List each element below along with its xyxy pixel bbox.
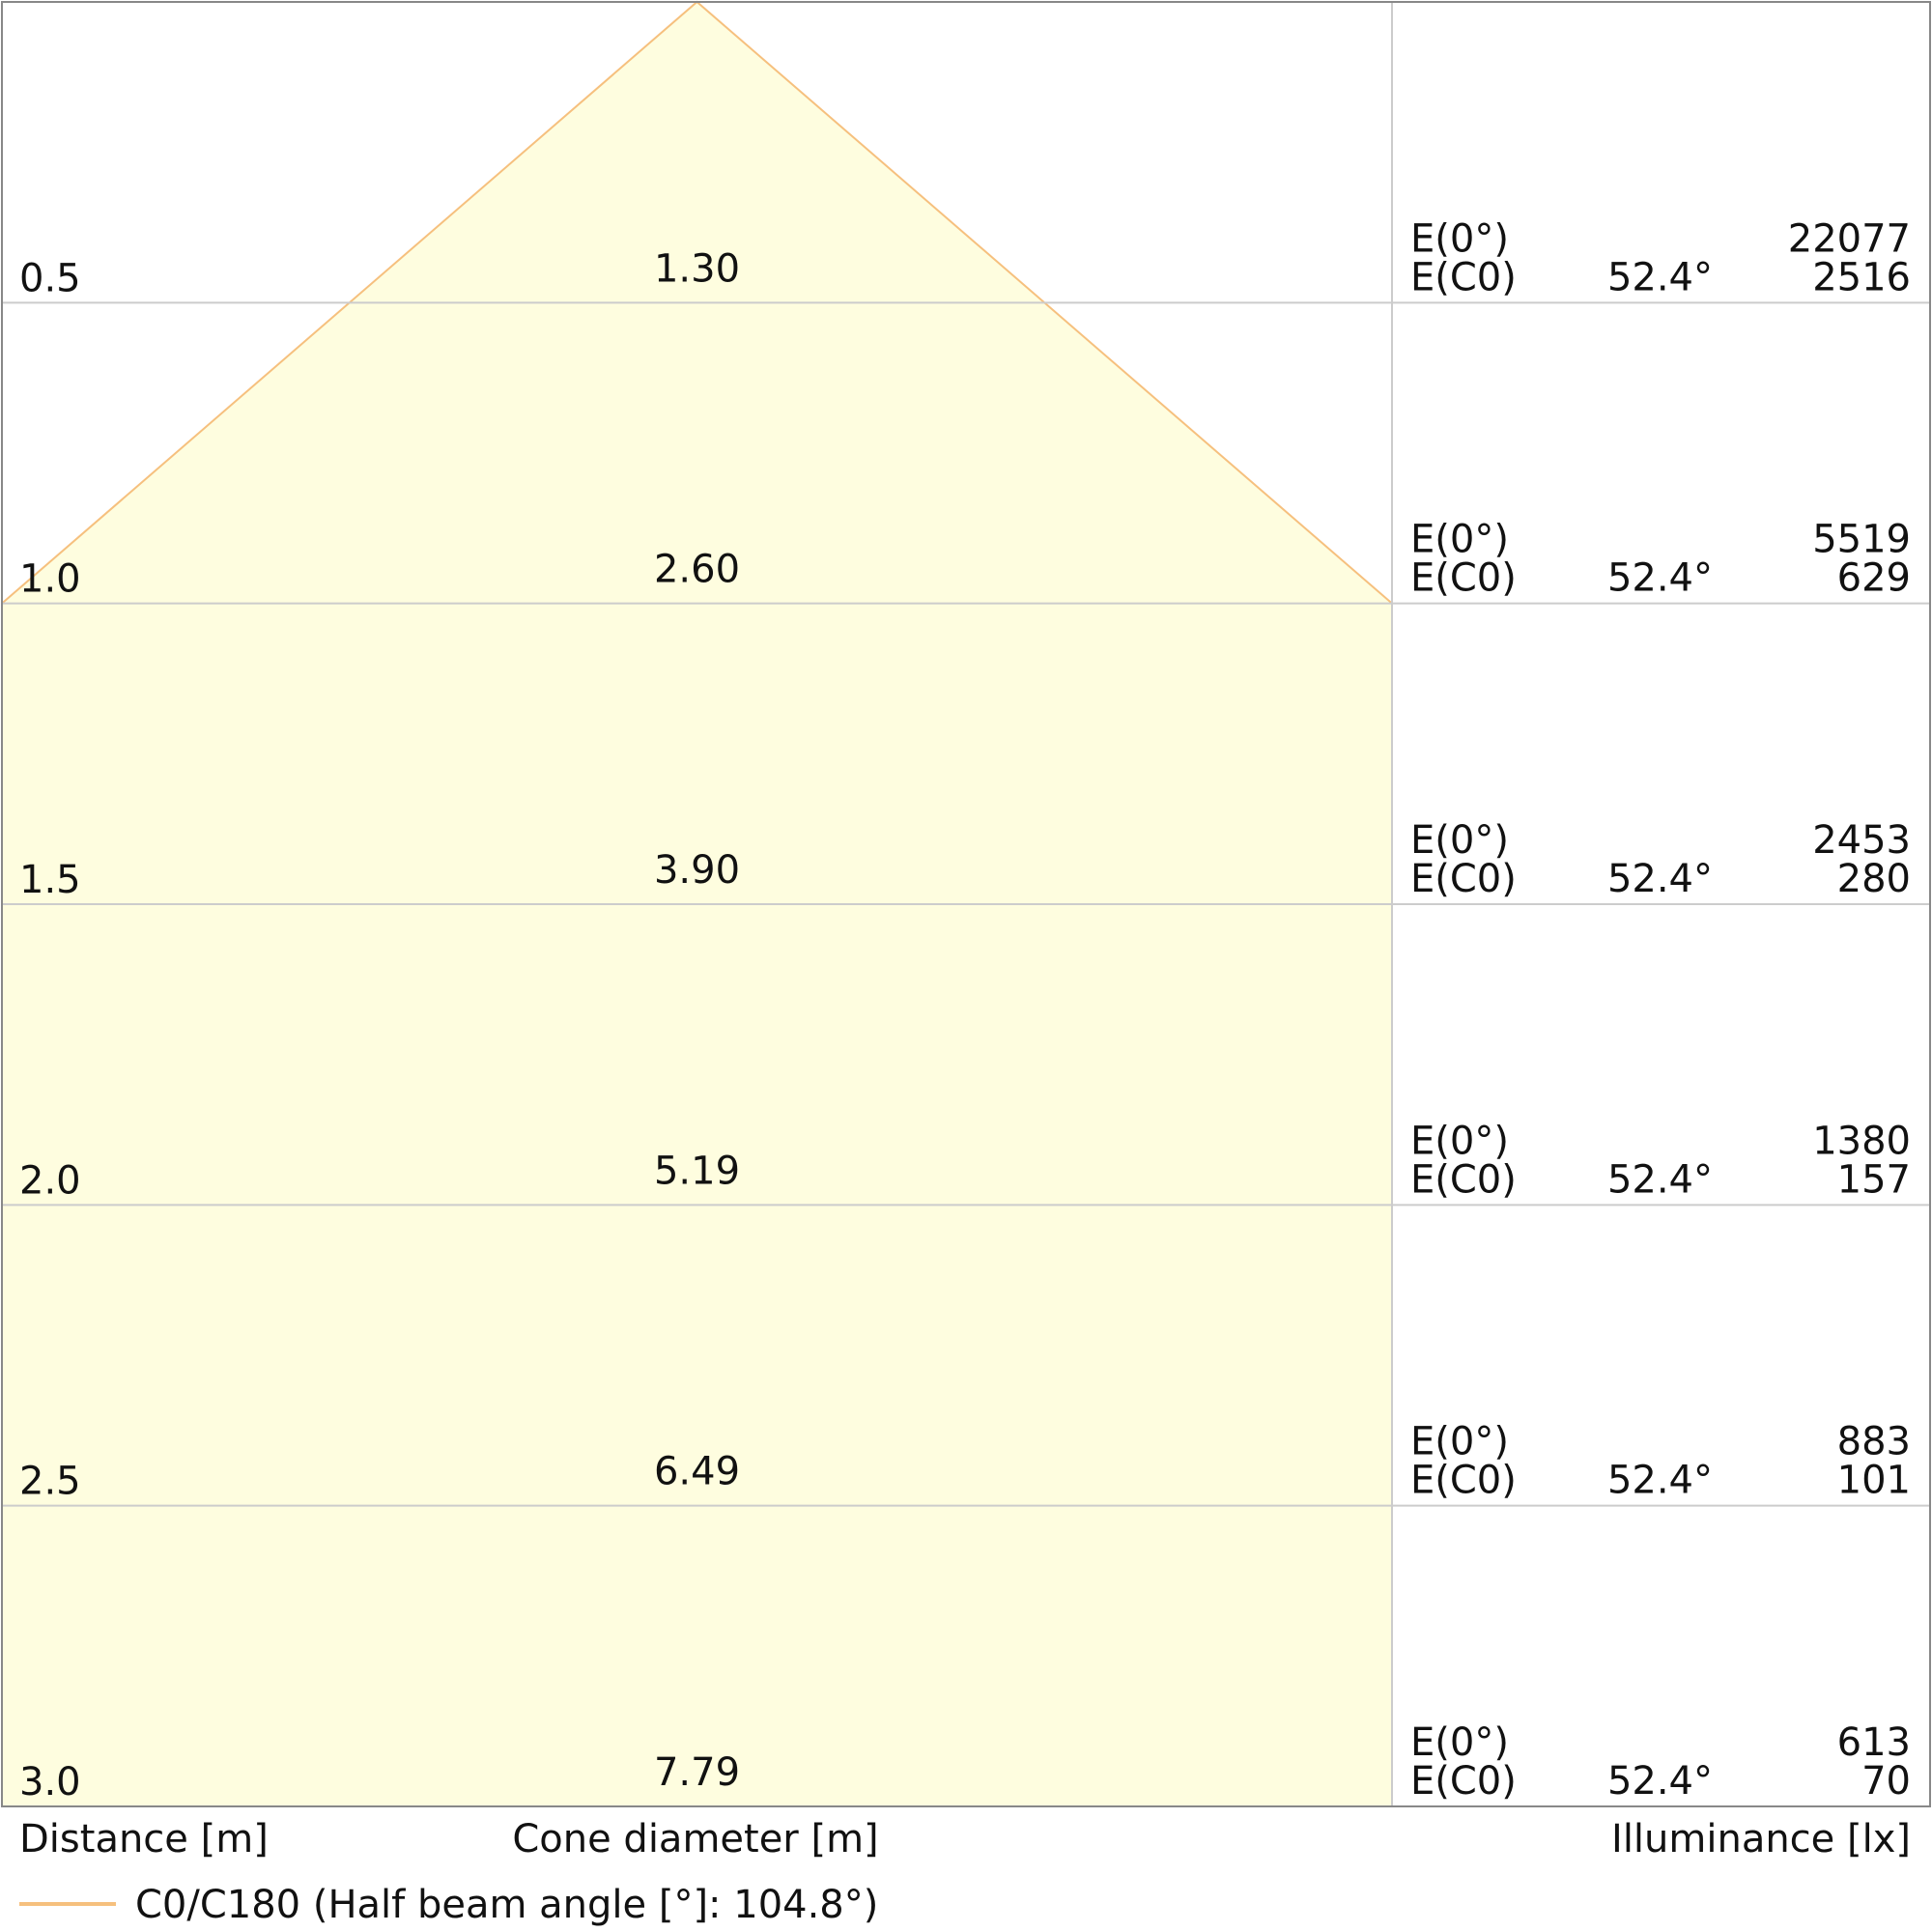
- ec0-value: 157: [1837, 1157, 1911, 1202]
- half-angle-label: 52.4°: [1607, 1157, 1713, 1202]
- half-angle-label: 52.4°: [1607, 1759, 1713, 1804]
- cone-diameter-label: 1.30: [654, 246, 740, 291]
- cone-diameter-label: 7.79: [654, 1750, 740, 1795]
- half-angle-label: 52.4°: [1607, 255, 1713, 299]
- cone-diameter-label: 5.19: [654, 1149, 740, 1193]
- e0-label: E(0°): [1410, 1720, 1509, 1765]
- e0-value: 22077: [1788, 216, 1911, 261]
- ec0-label: E(C0): [1410, 556, 1517, 601]
- e0-value: 2453: [1812, 818, 1911, 863]
- legend-label: C0/C180 (Half beam angle [°]: 104.8°): [135, 1883, 878, 1927]
- illuminance-axis-label: Illuminance [lx]: [1611, 1817, 1911, 1861]
- e0-label: E(0°): [1410, 1420, 1509, 1464]
- ec0-label: E(C0): [1410, 1459, 1517, 1503]
- half-angle-label: 52.4°: [1607, 556, 1713, 601]
- e0-value: 613: [1837, 1720, 1911, 1765]
- cone-diameter-label: 2.60: [654, 548, 740, 592]
- grid-layer: [1, 1, 1931, 1807]
- e0-label: E(0°): [1410, 1119, 1509, 1163]
- half-angle-label: 52.4°: [1607, 1459, 1713, 1503]
- e0-label: E(0°): [1410, 216, 1509, 261]
- ec0-value: 629: [1837, 556, 1911, 601]
- ec0-value: 2516: [1812, 255, 1911, 299]
- distance-tick-label: 2.0: [19, 1158, 81, 1203]
- distance-axis-label: Distance [m]: [19, 1817, 269, 1861]
- half-angle-label: 52.4°: [1607, 857, 1713, 901]
- ec0-label: E(C0): [1410, 1157, 1517, 1202]
- cone-diameter-label: 3.90: [654, 848, 740, 893]
- distance-tick-label: 3.0: [19, 1760, 81, 1804]
- distance-tick-label: 2.5: [19, 1460, 81, 1504]
- distance-tick-label: 1.5: [19, 858, 81, 902]
- ec0-label: E(C0): [1410, 255, 1517, 299]
- e0-value: 5519: [1812, 518, 1911, 562]
- e0-label: E(0°): [1410, 818, 1509, 863]
- ec0-value: 280: [1837, 857, 1911, 901]
- e0-value: 1380: [1812, 1119, 1911, 1163]
- e0-label: E(0°): [1410, 518, 1509, 562]
- ec0-label: E(C0): [1410, 857, 1517, 901]
- ec0-value: 101: [1837, 1459, 1911, 1503]
- chart-frame: [1, 1, 1931, 1807]
- distance-tick-label: 0.5: [19, 256, 81, 300]
- cone-diameter-axis-label: Cone diameter [m]: [512, 1817, 878, 1861]
- ec0-value: 70: [1861, 1759, 1911, 1804]
- e0-value: 883: [1837, 1420, 1911, 1464]
- distance-tick-label: 1.0: [19, 557, 81, 602]
- cone-diameter-label: 6.49: [654, 1450, 740, 1494]
- ec0-label: E(C0): [1410, 1759, 1517, 1804]
